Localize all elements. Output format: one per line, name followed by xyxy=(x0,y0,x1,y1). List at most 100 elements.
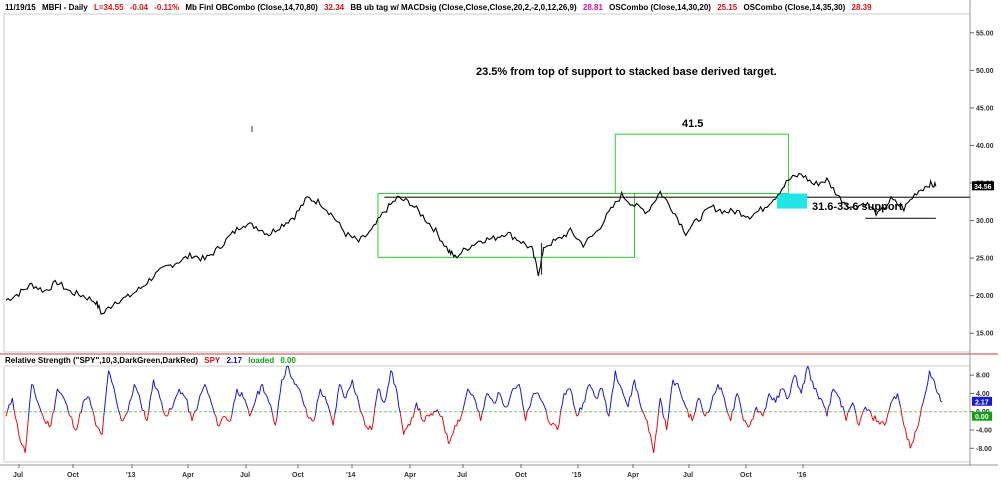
rs-series-segment xyxy=(355,393,358,396)
rs-series-segment xyxy=(249,412,252,417)
rs-series-segment xyxy=(731,408,735,412)
rs-series-segment xyxy=(791,378,794,385)
rs-series-segment xyxy=(828,403,831,408)
rs-series-segment xyxy=(412,409,416,418)
rs-series-segment xyxy=(372,408,376,423)
rs-series-segment xyxy=(85,396,89,400)
rs-series-segment xyxy=(738,396,741,405)
rs-series-segment xyxy=(31,383,34,386)
rs-y-tick-label: -4.00 xyxy=(976,428,992,435)
rs-series-segment xyxy=(419,408,422,419)
rs-series-segment xyxy=(927,370,930,383)
rs-series-segment xyxy=(124,413,127,418)
x-tick-label: Apr xyxy=(404,472,416,479)
rs-series-segment xyxy=(749,419,753,426)
rs-series-segment xyxy=(884,421,887,426)
rs-series-segment xyxy=(122,416,126,421)
rs-series-segment xyxy=(815,388,818,394)
rs-series-segment xyxy=(132,384,135,394)
rs-series-segment xyxy=(573,404,576,411)
rs-series-segment xyxy=(193,410,196,415)
rs-series-segment xyxy=(900,407,903,418)
rs-series-segment xyxy=(149,391,153,399)
rs-series-segment xyxy=(111,382,114,387)
rs-series-segment xyxy=(829,392,833,405)
rs-series-segment xyxy=(481,407,485,414)
rs-series-segment xyxy=(935,388,938,394)
rs-last-marker xyxy=(972,396,992,406)
price-y-tick-label: 55.00 xyxy=(976,30,994,37)
rs-series-segment xyxy=(812,381,815,390)
rs-series-segment xyxy=(795,377,799,388)
rs-series-segment xyxy=(727,412,730,417)
rs-series-segment xyxy=(553,423,557,426)
rs-series-segment xyxy=(48,425,52,428)
rs-series-segment xyxy=(90,405,94,410)
rs-series-segment xyxy=(297,387,300,390)
rs-series-segment xyxy=(486,393,489,396)
rs-series-segment xyxy=(925,381,929,390)
rs-series-segment xyxy=(307,415,310,419)
rs-series-segment xyxy=(834,391,837,394)
rs-series-segment xyxy=(712,393,716,396)
rs-series-segment xyxy=(593,395,597,399)
price-y-tick-label: 25.00 xyxy=(976,256,994,263)
rs-series-segment xyxy=(592,389,595,396)
x-tick-label: '14 xyxy=(346,472,356,479)
rs-series-segment xyxy=(72,426,76,431)
rs-series-segment xyxy=(744,420,748,425)
rs-series-segment xyxy=(148,397,151,412)
rs-series-segment xyxy=(225,416,228,421)
rs-series-segment xyxy=(603,396,607,402)
rs-series-segment xyxy=(497,391,501,394)
rs-series-segment xyxy=(800,384,804,394)
rs-series-segment xyxy=(227,419,230,422)
rs-series-segment xyxy=(278,392,281,403)
rs-series-segment xyxy=(539,397,542,402)
rs-series-segment xyxy=(108,370,111,376)
rs-series-segment xyxy=(848,406,852,410)
rs-series-segment xyxy=(117,409,121,415)
rs-series-segment xyxy=(16,423,20,435)
chart-header: 11/19/15 MBFI - Daily L=34.55 -0.04 -0.1… xyxy=(5,3,876,12)
rs-series-segment xyxy=(464,395,467,403)
rs-series-segment xyxy=(347,388,350,392)
rs-series-segment xyxy=(685,406,688,410)
rs-series-segment xyxy=(287,365,291,374)
rs-series-segment xyxy=(810,380,813,382)
rs-series-segment xyxy=(804,370,807,383)
x-tick-label: Jul xyxy=(13,472,23,479)
rs-series-segment xyxy=(715,384,719,391)
rs-series-segment xyxy=(321,394,324,397)
rs-series-segment xyxy=(319,388,323,395)
rs-series-segment xyxy=(698,397,701,401)
rs-series-segment xyxy=(403,429,406,435)
rs-series-segment xyxy=(71,417,74,427)
rs-series-segment xyxy=(797,386,800,389)
rs-y-tick-label: -8.00 xyxy=(976,446,992,453)
rs-header: Relative Strength ("SPY",10,3,DarkGreen,… xyxy=(5,356,300,365)
rs-series-segment xyxy=(746,423,749,428)
rs-series-segment xyxy=(348,385,352,390)
rs-series-segment xyxy=(324,396,328,403)
rs-series-segment xyxy=(233,398,236,404)
rs-series-segment xyxy=(223,415,226,418)
rs-series-segment xyxy=(186,400,190,413)
rs-series-segment xyxy=(247,409,251,417)
rs-series-segment xyxy=(37,402,41,408)
rs-series-segment xyxy=(409,417,413,426)
rs-series-segment xyxy=(60,392,63,396)
rs-series-segment xyxy=(21,444,24,447)
rs-series-segment xyxy=(342,392,345,398)
rs-series-segment xyxy=(640,406,643,412)
rs-series-segment xyxy=(701,407,704,414)
rs-series-segment xyxy=(678,388,682,395)
rs-series-segment xyxy=(303,405,307,409)
rs-series-segment xyxy=(69,415,72,418)
rs-series-segment xyxy=(104,384,108,401)
rs-series-segment xyxy=(258,385,262,395)
rs-series-segment xyxy=(784,392,788,400)
rs-series-segment xyxy=(196,402,199,411)
rs-series-segment xyxy=(638,400,642,408)
header-ind3-name: OSCombo (Close,14,30,20) xyxy=(609,3,711,12)
